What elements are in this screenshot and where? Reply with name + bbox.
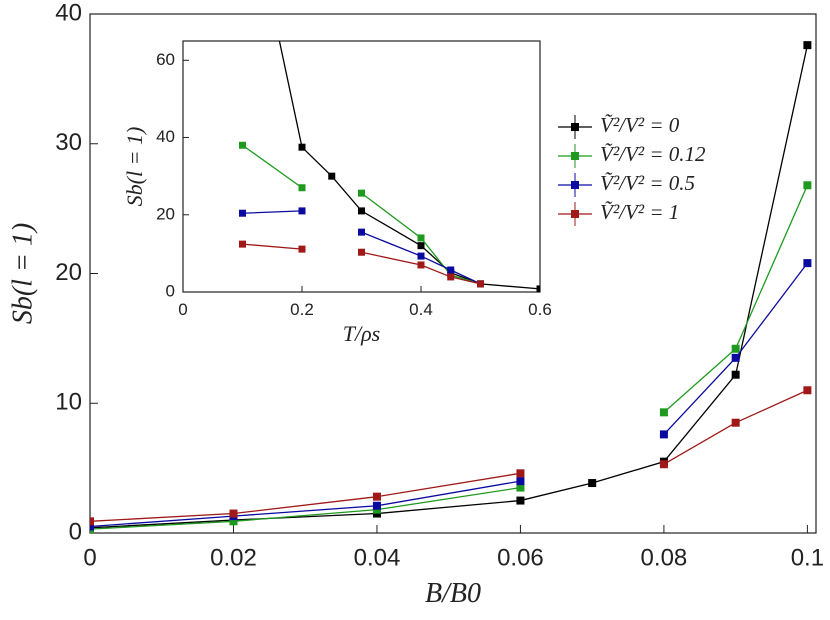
- y-tick-label: 0: [166, 281, 175, 300]
- series-line: [242, 210, 481, 285]
- x-axis-label: B/B0: [425, 578, 481, 609]
- marker: [358, 189, 365, 197]
- series-line: [242, 144, 481, 285]
- marker: [588, 479, 597, 488]
- y-tick-label: 40: [55, 0, 82, 26]
- marker: [239, 141, 246, 149]
- marker: [731, 353, 740, 362]
- marker: [803, 386, 812, 395]
- marker: [358, 228, 365, 236]
- x-tick-label: 0.4: [409, 300, 433, 319]
- series-group: [90, 41, 812, 534]
- y-tick-label: 30: [55, 129, 82, 156]
- marker: [239, 240, 246, 248]
- x-tick-label: 0.08: [641, 545, 688, 572]
- y-tick-label: 0: [69, 518, 82, 545]
- marker: [417, 242, 425, 250]
- legend-marker: [571, 181, 579, 189]
- marker: [536, 285, 540, 292]
- marker: [417, 261, 425, 269]
- x-tick-label: 0.06: [497, 545, 544, 572]
- marker: [659, 430, 668, 439]
- y-tick-label: 60: [156, 50, 175, 69]
- series-line: [242, 243, 481, 285]
- y-tick-label: 20: [156, 204, 175, 223]
- y-axis-label: Sb(l = 1): [8, 223, 39, 324]
- marker: [516, 483, 525, 492]
- marker: [358, 207, 365, 215]
- marker: [803, 259, 812, 268]
- x-tick-label: 0.1: [791, 545, 824, 572]
- marker: [90, 517, 94, 526]
- legend-label: Ṽ²/V² = 1: [600, 200, 679, 224]
- marker: [659, 460, 668, 469]
- x-tick-label: 0.04: [354, 545, 401, 572]
- marker: [447, 266, 455, 274]
- marker: [659, 408, 668, 417]
- legend-label: Ṽ²/V² = 0.5: [600, 171, 695, 195]
- y-tick-label: 10: [55, 389, 82, 416]
- marker: [803, 181, 812, 190]
- x-tick-label: 0.02: [210, 545, 257, 572]
- marker: [731, 370, 740, 379]
- marker: [731, 418, 740, 427]
- x-axis-label: T/ρs: [343, 321, 380, 346]
- legend-marker: [571, 152, 579, 160]
- series-group: [239, 41, 540, 292]
- y-axis-label: Sb(l = 1): [122, 127, 147, 207]
- legend-label: Ṽ²/V² = 0: [600, 113, 680, 137]
- marker: [417, 234, 425, 242]
- marker: [417, 252, 425, 260]
- marker: [731, 344, 740, 353]
- marker: [516, 477, 525, 486]
- marker: [477, 280, 484, 288]
- y-tick-label: 20: [55, 259, 82, 286]
- marker: [298, 207, 306, 215]
- marker: [328, 172, 336, 180]
- x-tick-label: 0: [83, 545, 96, 572]
- legend-label: Ṽ²/V² = 0.12: [600, 142, 706, 166]
- marker: [298, 143, 306, 151]
- x-tick-label: 0.6: [528, 300, 552, 319]
- marker: [298, 245, 306, 253]
- marker: [229, 509, 238, 518]
- legend-marker: [571, 210, 579, 218]
- marker: [516, 469, 525, 478]
- marker: [90, 522, 94, 531]
- x-tick-label: 0: [178, 300, 187, 319]
- marker: [298, 184, 306, 192]
- marker: [239, 209, 246, 217]
- marker: [803, 41, 812, 50]
- legend-marker: [571, 123, 579, 131]
- y-tick-label: 40: [156, 127, 175, 146]
- marker: [372, 501, 381, 510]
- marker: [372, 492, 381, 501]
- x-tick-label: 0.2: [290, 300, 314, 319]
- marker: [358, 248, 365, 256]
- marker: [447, 273, 455, 281]
- marker: [516, 496, 525, 505]
